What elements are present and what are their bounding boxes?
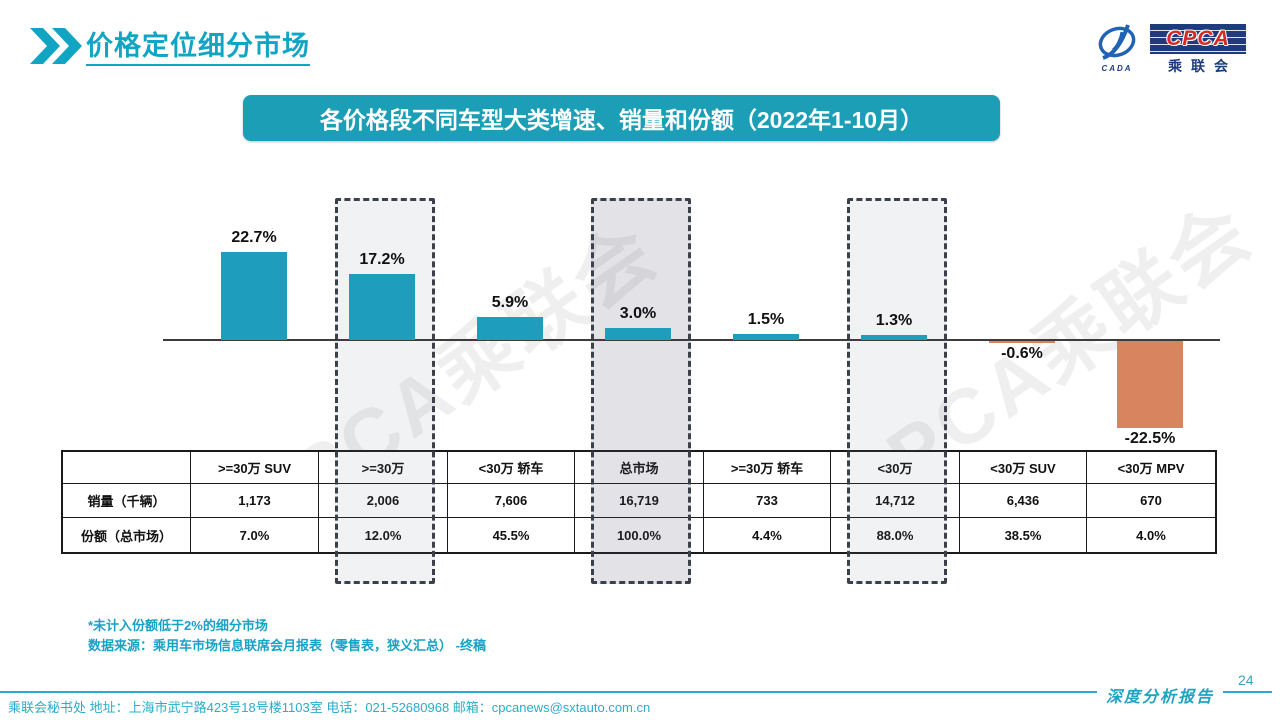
table-corner-cell (63, 452, 191, 484)
cpca-emblem-icon: CADA (1088, 24, 1146, 73)
bar-value-label: -22.5% (1124, 430, 1176, 447)
table-row-label: 销量（千辆） (63, 484, 191, 518)
cpca-box: CPCA (1150, 24, 1246, 54)
page-title: 价格定位细分市场 (86, 24, 310, 66)
chart-title-banner: 各价格段不同车型大类增速、销量和份额（2022年1-10月） (243, 95, 1000, 141)
bar-value-label: 1.5% (747, 311, 785, 328)
table-spacer-cell (831, 518, 845, 552)
table-sales-cell: 2,006 (333, 484, 433, 518)
footer-divider-line (0, 691, 1272, 693)
table-spacer-cell (831, 452, 845, 484)
table-header-cell: <30万 (845, 452, 945, 484)
table-spacer-cell (575, 518, 589, 552)
highlight-dashed-box (335, 198, 435, 584)
table-spacer-cell (433, 518, 447, 552)
double-chevron-icon (30, 28, 82, 64)
table-share-cell: 88.0% (876, 527, 914, 543)
table-header-cell: >=30万 (333, 452, 433, 484)
report-type-label: 深度分析报告 (1097, 683, 1224, 707)
chart-bar (733, 334, 799, 340)
bar-value-label: 17.2% (359, 251, 405, 268)
table-share-cell: 7.0% (191, 518, 319, 552)
chart-bar (989, 341, 1055, 343)
cpca-chinese-name: 乘联会 (1168, 58, 1237, 74)
table-share-cell: 45.5% (447, 518, 575, 552)
table-spacer-cell (319, 484, 333, 518)
table-header-cell: <30万 轿车 (447, 452, 575, 484)
table-header-cell: <30万 SUV (959, 452, 1087, 484)
chart-bar (349, 274, 415, 340)
table-sales-cell: 670 (1087, 484, 1215, 518)
chart-bar (605, 328, 671, 340)
table-sales-cell: 733 (703, 484, 831, 518)
table-sales-cell: 16,719 (589, 484, 689, 518)
table-spacer-cell (689, 518, 703, 552)
bar-value-label: 22.7% (231, 229, 277, 246)
emblem-caption: CADA (1101, 64, 1133, 73)
table-spacer-cell (575, 484, 589, 518)
table-header-cell: >=30万 SUV (191, 452, 319, 484)
table-spacer-cell (575, 452, 589, 484)
table-sales-cell: 6,436 (959, 484, 1087, 518)
chart-bar (861, 335, 927, 340)
table-header-cell: 总市场 (589, 452, 689, 484)
table-spacer-cell (831, 484, 845, 518)
chart-bar (221, 252, 287, 340)
table-row-label: 份额（总市场） (63, 518, 191, 552)
table-spacer-cell (319, 452, 333, 484)
table-sales-cell: 14,712 (845, 484, 945, 518)
table-spacer-cell (945, 484, 959, 518)
cpca-logo: CADA CPCA 乘联会 (1088, 24, 1246, 76)
table-spacer-cell (945, 452, 959, 484)
highlight-dashed-box (591, 198, 691, 584)
table-share-cell: 100.0% (616, 527, 662, 543)
cpca-text: CPCA (1166, 27, 1230, 50)
bar-value-label: 1.3% (875, 312, 913, 329)
footnote-line1: *未计入份额低于2%的细分市场 (88, 618, 268, 633)
chart-axis-line (163, 339, 1220, 341)
cpca-wordmark: CPCA 乘联会 (1150, 24, 1246, 76)
bar-value-label: -0.6% (1001, 345, 1043, 362)
bar-value-label: 5.9% (491, 294, 529, 311)
chart-bar (1117, 341, 1183, 428)
table-share-cell: 4.4% (703, 518, 831, 552)
data-table: >=30万 SUV >=30万 <30万 轿车 总市场 >=30万 轿车 <30万 <30万… (61, 450, 1217, 554)
highlight-dashed-box (847, 198, 947, 584)
table-spacer-cell (319, 518, 333, 552)
bar-value-label: 3.0% (619, 305, 657, 322)
table-sales-cell: 1,173 (191, 484, 319, 518)
table-spacer-cell (433, 452, 447, 484)
table-share-cell: 38.5% (959, 518, 1087, 552)
table-share-cell: 12.0% (364, 527, 402, 543)
table-header-cell: >=30万 轿车 (703, 452, 831, 484)
table-header-cell: <30万 MPV (1087, 452, 1215, 484)
table-spacer-cell (433, 484, 447, 518)
table-spacer-cell (689, 484, 703, 518)
table-share-cell: 4.0% (1136, 527, 1166, 543)
footer-contact: 乘联会秘书处 地址：上海市武宁路423号18号楼1103室 电话：021-526… (8, 700, 651, 715)
table-spacer-cell (945, 518, 959, 552)
chart-bar (477, 317, 543, 340)
footnotes: *未计入份额低于2%的细分市场 数据来源：乘用车市场信息联席会月报表（零售表，狭… (88, 616, 486, 656)
table-sales-cell: 7,606 (447, 484, 575, 518)
table-spacer-cell (689, 452, 703, 484)
footnote-line2: 数据来源：乘用车市场信息联席会月报表（零售表，狭义汇总） -终稿 (88, 638, 486, 653)
page-number: 24 (1238, 672, 1254, 688)
